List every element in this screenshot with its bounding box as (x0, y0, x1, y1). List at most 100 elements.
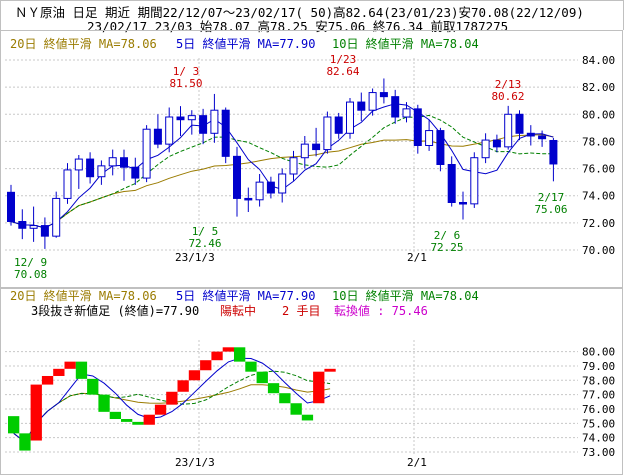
candle-body-down (199, 115, 208, 134)
annotation-date: 1/ 3 (173, 65, 200, 78)
top-ma10-line (10, 114, 554, 229)
block-up (143, 414, 155, 425)
candle-body-up (346, 101, 354, 134)
candle-body-down (7, 191, 15, 222)
annotation-value: 75.06 (534, 203, 567, 216)
block-down (234, 347, 246, 362)
bottom-info-switch: 転換値 : 75.46 (334, 303, 428, 318)
annotation-value: 80.62 (491, 90, 524, 103)
block-up (64, 361, 76, 369)
block-up (41, 375, 54, 385)
candle-body-down (312, 143, 321, 151)
top-candles (7, 78, 558, 249)
annotation-date: 12/ 9 (14, 256, 47, 269)
bottom-x-tick-label: 2/1 (407, 456, 427, 469)
candle-body-down (86, 158, 95, 178)
bottom-y-tick-label: 77.00 (582, 389, 615, 402)
block-down (256, 371, 268, 384)
candle-body-down (221, 109, 230, 157)
top-y-tick-label: 80.00 (582, 108, 615, 121)
top-y-tick-label: 72.00 (582, 217, 615, 230)
block-down (19, 433, 31, 451)
candle-body-up (52, 197, 61, 237)
annotation-value: 70.08 (14, 268, 47, 281)
annotation-date: 1/23 (330, 53, 357, 66)
block-down (121, 419, 133, 422)
bottom-y-tick-label: 73.00 (582, 446, 615, 459)
top-y-tick-label: 76.00 (582, 163, 615, 176)
candle-body-up (323, 116, 332, 151)
candle-body-down (447, 164, 456, 203)
top-y-tick-label: 82.00 (582, 81, 615, 94)
top-legend-ma20: 20日 終値平滑 MA=78.06 (10, 36, 157, 51)
block-up (313, 371, 325, 404)
candle-body-down (436, 130, 445, 165)
block-up (211, 351, 223, 361)
bottom-y-tick-label: 74.00 (582, 432, 615, 445)
candle-body-up (402, 108, 411, 118)
bottom-grid (5, 340, 578, 456)
block-up (177, 380, 189, 392)
candle-body-down (40, 225, 49, 237)
bottom-y-tick-label: 78.00 (582, 374, 615, 387)
candle-body-down (176, 116, 185, 121)
candle-body-down (120, 157, 128, 168)
bottom-ma10-line (13, 370, 331, 443)
candle-body-down (515, 113, 524, 134)
block-up (200, 360, 212, 371)
top-y-tick-label: 70.00 (582, 244, 615, 257)
candle-body-up (97, 165, 106, 178)
candle-body-up (142, 128, 151, 179)
bottom-x-axis: 23/1/3 2/1 (175, 456, 427, 469)
candle-body-up (108, 157, 117, 167)
block-down (290, 403, 302, 415)
block-up (30, 384, 42, 441)
candle-body-up (63, 169, 72, 199)
top-legend-ma5: 5日 終値平滑 MA=77.90 (176, 36, 315, 51)
block-down (267, 383, 280, 394)
block-down (75, 361, 88, 379)
bottom-ma5-line (13, 357, 331, 443)
block-up (324, 368, 336, 372)
block-down (279, 393, 291, 404)
block-down (87, 378, 99, 395)
candle-body-up (368, 92, 377, 111)
annotation-value: 81.50 (169, 77, 202, 90)
bottom-y-tick-label: 80.00 (582, 346, 615, 359)
candle-body-up (255, 181, 264, 201)
block-up (154, 404, 167, 415)
bottom-info-count: 2 手目 (282, 304, 320, 318)
bottom-y-tick-label: 76.00 (582, 403, 615, 416)
bottom-y-tick-label: 79.00 (582, 360, 615, 373)
candle-body-down (492, 139, 501, 148)
candle-body-up (289, 157, 298, 175)
annotation-value: 72.46 (188, 237, 221, 250)
candle-body-up (187, 115, 196, 121)
annotation-date: 1/ 5 (192, 225, 219, 238)
candle-body-up (210, 109, 219, 134)
block-down (8, 416, 20, 434)
bottom-blocks (8, 347, 336, 451)
candle-body-up (470, 157, 479, 205)
candle-body-down (538, 135, 547, 140)
top-y-tick-label: 78.00 (582, 135, 615, 148)
block-down (98, 394, 110, 412)
candle-body-up (300, 143, 309, 159)
candle-body-down (334, 116, 343, 134)
block-down (132, 421, 144, 425)
bottom-legend-ma10: 10日 終値平滑 MA=78.04 (332, 288, 479, 303)
candle-body-up (481, 139, 490, 159)
annotation-value: 82.64 (326, 65, 359, 78)
candle-body-up (74, 158, 83, 171)
candle-body-down (244, 197, 253, 201)
candle-body-up (165, 116, 174, 145)
chart-title: ＮＹ原油 日足 期近 期間22/12/07～23/02/17( 50)高82.6… (15, 5, 584, 20)
annotation-value: 72.25 (430, 241, 463, 254)
candle-body-down (357, 101, 366, 111)
candle-body-down (379, 92, 388, 98)
candle-body-up (29, 225, 38, 229)
candle-body-down (153, 128, 162, 145)
